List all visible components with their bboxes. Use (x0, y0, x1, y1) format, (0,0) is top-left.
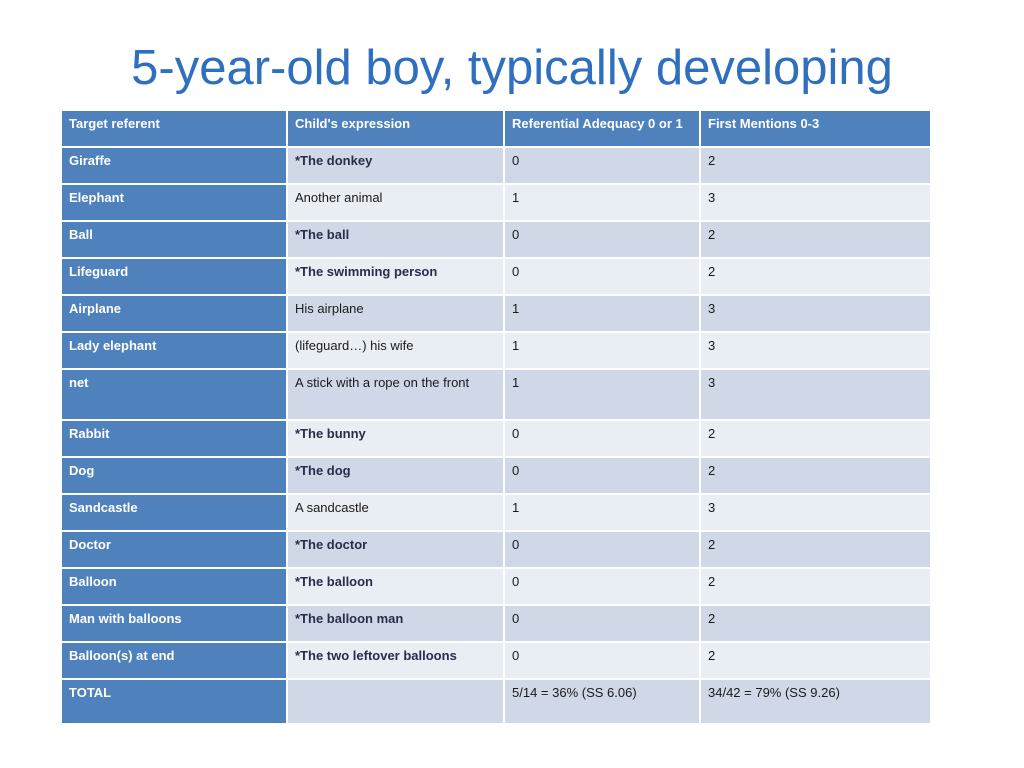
target-referent-cell: Elephant (60, 183, 288, 222)
childs-expression-cell: *The donkey (286, 146, 505, 185)
childs-expression-cell: (lifeguard…) his wife (286, 331, 505, 370)
first-mentions-cell: 2 (699, 257, 932, 296)
childs-expression-cell: His airplane (286, 294, 505, 333)
referential-adequacy-cell: 0 (503, 456, 701, 495)
table-row: Elephant Another animal 1 3 (60, 183, 932, 222)
target-referent-cell: Doctor (60, 530, 288, 569)
target-referent-cell: Man with balloons (60, 604, 288, 643)
target-referent-cell: Giraffe (60, 146, 288, 185)
header-first-mentions: First Mentions 0-3 (699, 109, 932, 148)
referential-adequacy-cell: 1 (503, 294, 701, 333)
first-mentions-cell: 2 (699, 456, 932, 495)
referential-adequacy-cell: 0 (503, 567, 701, 606)
first-mentions-cell: 3 (699, 294, 932, 333)
first-mentions-cell: 3 (699, 331, 932, 370)
referential-adequacy-cell: 0 (503, 146, 701, 185)
childs-expression-cell: A sandcastle (286, 493, 505, 532)
childs-expression-cell: *The ball (286, 220, 505, 259)
table-body: Giraffe *The donkey 0 2 Elephant Another anim… (60, 146, 932, 725)
childs-expression-cell: A stick with a rope on the front (286, 368, 505, 421)
header-referential-adequacy: Referential Adequacy 0 or 1 (503, 109, 701, 148)
table-row: net A stick with a rope on the front 1 3 (60, 368, 932, 421)
header-target-referent: Target referent (60, 109, 288, 148)
target-referent-cell: Dog (60, 456, 288, 495)
referential-adequacy-cell: 1 (503, 183, 701, 222)
table-row: Ball *The ball 0 2 (60, 220, 932, 259)
childs-expression-cell: Another animal (286, 183, 505, 222)
target-referent-cell: net (60, 368, 288, 421)
table-row: Airplane His airplane 1 3 (60, 294, 932, 333)
first-mentions-cell: 2 (699, 567, 932, 606)
childs-expression-cell: *The bunny (286, 419, 505, 458)
referential-adequacy-cell: 0 (503, 419, 701, 458)
referential-adequacy-cell: 0 (503, 530, 701, 569)
referential-adequacy-cell: 0 (503, 257, 701, 296)
referential-adequacy-cell: 1 (503, 493, 701, 532)
referential-adequacy-cell: 1 (503, 368, 701, 421)
total-expression-cell (286, 678, 505, 725)
referential-adequacy-cell: 1 (503, 331, 701, 370)
table-row: Balloon *The balloon 0 2 (60, 567, 932, 606)
first-mentions-cell: 3 (699, 368, 932, 421)
table-row: Lifeguard *The swimming person 0 2 (60, 257, 932, 296)
table-row: Balloon(s) at end *The two leftover ballo… (60, 641, 932, 680)
first-mentions-cell: 2 (699, 220, 932, 259)
table-row: Sandcastle A sandcastle 1 3 (60, 493, 932, 532)
referential-adequacy-cell: 0 (503, 220, 701, 259)
table-row: Lady elephant (lifeguard…) his wife 1 3 (60, 331, 932, 370)
target-referent-cell: Rabbit (60, 419, 288, 458)
first-mentions-cell: 2 (699, 419, 932, 458)
target-referent-cell: Sandcastle (60, 493, 288, 532)
results-table: Target referent Child's expression Refer… (60, 109, 932, 725)
first-mentions-cell: 2 (699, 530, 932, 569)
referential-adequacy-cell: 0 (503, 604, 701, 643)
target-referent-cell: Balloon(s) at end (60, 641, 288, 680)
table-row: Dog *The dog 0 2 (60, 456, 932, 495)
table-row: Rabbit *The bunny 0 2 (60, 419, 932, 458)
target-referent-cell: Ball (60, 220, 288, 259)
total-first-mentions-cell: 34/42 = 79% (SS 9.26) (699, 678, 932, 725)
table-row: Man with balloons *The balloon man 0 2 (60, 604, 932, 643)
childs-expression-cell: *The swimming person (286, 257, 505, 296)
referential-adequacy-cell: 0 (503, 641, 701, 680)
total-row: TOTAL 5/14 = 36% (SS 6.06) 34/42 = 79% (SS… (60, 678, 932, 725)
first-mentions-cell: 2 (699, 641, 932, 680)
target-referent-cell: Balloon (60, 567, 288, 606)
total-adequacy-cell: 5/14 = 36% (SS 6.06) (503, 678, 701, 725)
target-referent-cell: Lady elephant (60, 331, 288, 370)
target-referent-cell: Airplane (60, 294, 288, 333)
header-childs-expression: Child's expression (286, 109, 505, 148)
table-row: Giraffe *The donkey 0 2 (60, 146, 932, 185)
childs-expression-cell: *The balloon man (286, 604, 505, 643)
slide-title: 5-year-old boy, typically developing (131, 41, 893, 95)
table-header-row: Target referent Child's expression Refer… (60, 109, 932, 148)
first-mentions-cell: 3 (699, 493, 932, 532)
childs-expression-cell: *The balloon (286, 567, 505, 606)
first-mentions-cell: 2 (699, 604, 932, 643)
childs-expression-cell: *The dog (286, 456, 505, 495)
total-label-cell: TOTAL (60, 678, 288, 725)
childs-expression-cell: *The two leftover balloons (286, 641, 505, 680)
first-mentions-cell: 3 (699, 183, 932, 222)
target-referent-cell: Lifeguard (60, 257, 288, 296)
table-row: Doctor *The doctor 0 2 (60, 530, 932, 569)
first-mentions-cell: 2 (699, 146, 932, 185)
childs-expression-cell: *The doctor (286, 530, 505, 569)
